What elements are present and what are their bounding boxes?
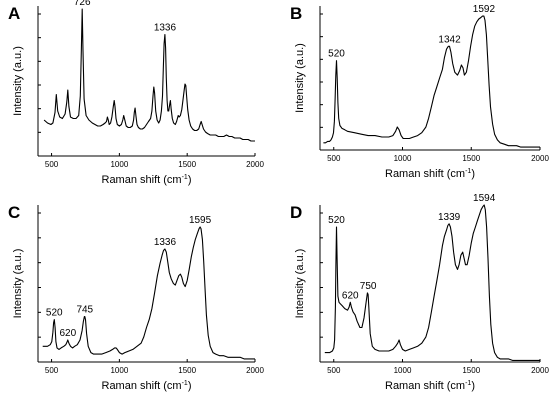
x-tick-label: 1000 (110, 160, 128, 169)
peak-label: 1336 (154, 23, 177, 34)
x-tick-label: 2000 (531, 154, 549, 163)
y-axis-title: Intensity (a.u.) (12, 249, 24, 319)
peak-label: 520 (46, 308, 63, 319)
x-tick-label: 1000 (394, 366, 412, 375)
x-tick-label: 1000 (394, 154, 412, 163)
spectrum-line-a (43, 8, 255, 142)
spectrum-line-d (324, 204, 540, 361)
panel-c: C 500 1000 1500 2000 Raman shift (cm-1) Intens… (8, 203, 264, 392)
x-tick-label: 2000 (246, 366, 264, 375)
peak-label: 1336 (154, 237, 177, 248)
peak-label: 726 (74, 0, 91, 8)
x-tick-label: 1000 (110, 366, 128, 375)
x-axis-title: Raman shift (cm-1) (385, 168, 475, 180)
x-axis-title: Raman shift (cm-1) (102, 174, 192, 186)
peak-label: 1342 (438, 34, 461, 45)
x-tick-label: 500 (327, 154, 341, 163)
x-tick-label: 500 (45, 366, 59, 375)
x-tick-label: 1500 (462, 154, 480, 163)
y-axis-title: Intensity (a.u.) (294, 249, 306, 319)
y-axis-title: Intensity (a.u.) (294, 43, 306, 113)
x-tick-label: 1500 (178, 366, 196, 375)
peak-label: 520 (328, 215, 345, 226)
x-tick-label: 500 (327, 366, 341, 375)
peak-label: 1592 (473, 4, 496, 15)
panel-letter-a: A (8, 4, 20, 23)
x-tick-label: 2000 (246, 160, 264, 169)
peak-label: 1339 (438, 212, 461, 223)
x-tick-label: 2000 (531, 366, 549, 375)
x-tick-label: 1500 (462, 366, 480, 375)
panel-d: D 500 1000 1500 2000 Raman shift (cm-1) Intens… (290, 193, 549, 392)
panel-letter-d: D (290, 203, 302, 222)
spectrum-line-c (42, 226, 255, 360)
panel-letter-c: C (8, 203, 20, 222)
x-tick-label: 500 (45, 160, 59, 169)
peak-label: 1595 (189, 215, 212, 226)
panel-a: A 500 1000 1500 2000 Raman shift (cm-1) Intens… (8, 0, 264, 186)
peak-label: 745 (76, 304, 93, 315)
peak-label: 1594 (473, 193, 496, 204)
peak-label: 620 (59, 328, 76, 339)
peak-label: 620 (342, 290, 359, 301)
y-axis-title: Intensity (a.u.) (12, 46, 24, 116)
panel-letter-b: B (290, 4, 302, 23)
panel-b: B 500 1000 1500 2000 Raman shift (cm-1) Intens… (290, 4, 549, 180)
peak-label: 520 (328, 49, 345, 60)
peak-label: 750 (360, 281, 377, 292)
spectrum-line-b (323, 15, 540, 148)
x-tick-label: 1500 (178, 160, 196, 169)
x-axis-title: Raman shift (cm-1) (385, 380, 475, 392)
x-axis-title: Raman shift (cm-1) (102, 380, 192, 392)
